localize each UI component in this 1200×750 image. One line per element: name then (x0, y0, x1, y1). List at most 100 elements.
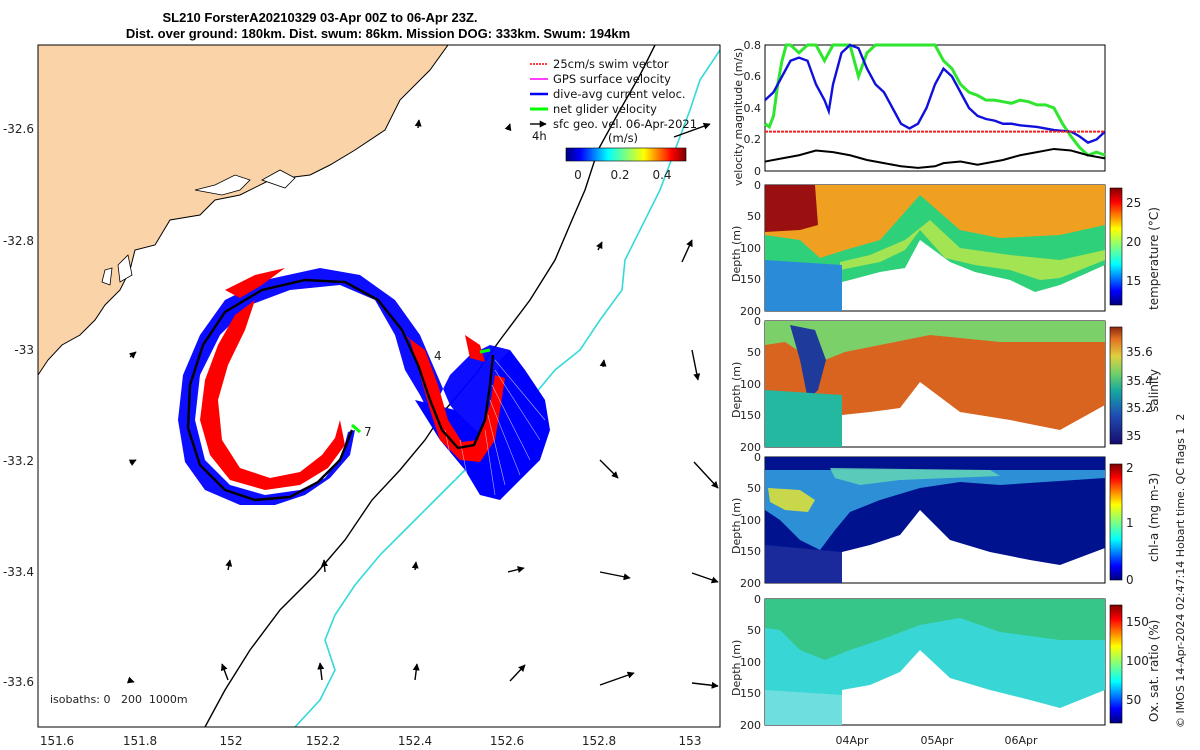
speed-colorbar-tick: 0 (574, 168, 582, 182)
temperature-panel: 25 20 15 temperature (°C) Depth (m) 0 50… (730, 179, 1161, 318)
current-fan-lines (444, 359, 546, 496)
velocity-y-tick: 0.8 (744, 39, 762, 52)
map-x-tick: 151.6 (40, 734, 74, 748)
temperature-warm (765, 185, 818, 232)
track-annotation-4: 4 (434, 349, 442, 363)
map-x-tick: 153 (679, 734, 702, 748)
imos-credit: © IMOS 14-Apr-2024 02:47:14 Hobart time.… (1174, 414, 1187, 728)
net-velocity-mark (479, 348, 491, 354)
salinity-surface (765, 321, 1105, 360)
chla-y-tick: 150 (740, 545, 761, 558)
net-velocity-mark (351, 423, 361, 434)
oxygen-y-tick: 0 (754, 593, 761, 606)
oxygen-y-tick: 200 (740, 719, 761, 732)
salinity-colorbar-tick: 35.4 (1126, 374, 1153, 388)
salinity-low (790, 325, 826, 400)
map-lake (101, 267, 113, 286)
glider-track (186, 278, 495, 502)
temperature-y-tick: 0 (754, 179, 761, 192)
chla-colorbar-tick: 0 (1126, 573, 1134, 587)
velocity-y-tick: 0 (754, 165, 761, 178)
chla-y-tick: 200 (740, 577, 761, 590)
chla-colorbar-label: chl-a (mg m-3) (1147, 473, 1161, 562)
chla-y-tick: 0 (754, 451, 761, 464)
salinity-colorbar-tick: 35 (1126, 429, 1141, 443)
temperature-colorbar-tick: 25 (1126, 196, 1141, 210)
salinity-colorbar-tick: 35.2 (1126, 401, 1153, 415)
map-lake (194, 174, 251, 196)
oxygen-colorbar-tick: 150 (1126, 615, 1149, 629)
map-legend: 25cm/s swim vector GPS surface velocity … (530, 57, 697, 182)
salinity-y-tick: 50 (747, 346, 761, 359)
speed-colorbar-tick: 0.4 (652, 168, 671, 182)
title-line-2: Dist. over ground: 180km. Dist. swum: 86… (126, 26, 630, 41)
oxygen-y-tick: 50 (747, 624, 761, 637)
time-tick: 04Apr (835, 734, 869, 747)
velocity-series-line (764, 43, 1106, 145)
legend-label: GPS surface velocity (553, 72, 671, 86)
legend-label: 25cm/s swim vector (553, 57, 669, 71)
map-lake (117, 254, 133, 283)
legend-item-net: net glider velocity (530, 102, 657, 116)
title-line-1: SL210 ForsterA20210329 03-Apr 00Z to 06-… (162, 10, 477, 25)
chla-colorbar-tick: 2 (1126, 461, 1134, 475)
oxygen-deep (765, 690, 842, 725)
chla-deep (765, 545, 842, 583)
oxygen-panel: 150 100 50 Ox. sat. ratio (%) Depth (m) … (730, 593, 1161, 747)
chla-y-tick: 50 (747, 482, 761, 495)
salinity-colorbar-tick: 35.6 (1126, 345, 1153, 359)
salinity-ylabel: Depth (m) (730, 362, 743, 418)
legend-label: net glider velocity (553, 102, 657, 116)
salinity-y-tick: 0 (754, 315, 761, 328)
temperature-y-tick: 50 (747, 210, 761, 223)
chla-surface (830, 468, 1000, 485)
velocity-y-tick: 0.6 (744, 70, 762, 83)
salinity-field (765, 321, 1105, 447)
oxygen-surface (765, 599, 1105, 660)
map-y-tick: -33.6 (3, 675, 34, 689)
map-land (38, 45, 449, 376)
map-x-tick: 152.6 (490, 734, 524, 748)
salinity-colorbar-label: salinity (1147, 369, 1161, 412)
temperature-colorbar-tick: 20 (1126, 235, 1141, 249)
velocity-y-tick: 0.4 (744, 102, 762, 115)
oxygen-y-tick: 100 (740, 656, 761, 669)
oxygen-colorbar-label: Ox. sat. ratio (%) (1147, 620, 1161, 722)
chla-colorbar-tick: 1 (1126, 516, 1134, 530)
map-y-tick: -33.2 (3, 454, 34, 468)
map-y-tick: -32.6 (3, 122, 34, 136)
temperature-y-tick: 200 (740, 305, 761, 318)
legend-item-current: dive-avg current veloc. (530, 87, 686, 101)
map-x-ticks: 151.6 151.8 152 152.2 152.4 152.6 152.8 … (40, 734, 702, 748)
chla-colorbar (1109, 463, 1123, 581)
map-x-tick: 152.4 (398, 734, 432, 748)
temperature-cool-band (840, 220, 1105, 280)
chla-panel: 2 1 0 chl-a (mg m-3) Depth (m) 0 50 100 … (730, 451, 1161, 590)
oxygen-colorbar-tick: 50 (1126, 693, 1141, 707)
salinity-colorbar (1109, 326, 1123, 445)
speed-colorbar (565, 147, 687, 162)
legend-label: sfc geo. vel. 06-Apr-2021 (553, 117, 697, 131)
temperature-ylabel: Depth (m) (730, 226, 743, 282)
temperature-y-tick: 150 (740, 273, 761, 286)
salinity-y-tick: 100 (740, 378, 761, 391)
oxygen-colorbar-tick: 100 (1126, 654, 1149, 668)
isobaths-label: isobaths: 0 200 1000m (50, 693, 188, 706)
temperature-y-tick: 100 (740, 242, 761, 255)
velocity-y-tick: 0.2 (744, 133, 762, 146)
velocity-panel: velocity magnitude (m/s) 0 0.2 0.4 0.6 0… (732, 39, 1106, 186)
oxygen-ylabel: Depth (m) (730, 640, 743, 696)
swim-vectors (200, 268, 505, 490)
chla-high (768, 488, 815, 512)
legend-item-gps: GPS surface velocity (530, 72, 671, 86)
map-y-ticks: -32.6 -32.8 -33 -33.2 -33.4 -33.6 (3, 122, 34, 689)
temperature-deep (765, 260, 842, 311)
map-x-tick: 151.8 (123, 734, 157, 748)
time-tick: 06Apr (1004, 734, 1038, 747)
current-swath (178, 268, 550, 505)
oxygen-y-tick: 150 (740, 687, 761, 700)
velocity-ylabel: velocity magnitude (m/s) (732, 48, 745, 186)
salinity-panel: 35.6 35.4 35.2 35 salinity Depth (m) 0 5… (730, 315, 1161, 454)
map-x-tick: 152.8 (582, 734, 616, 748)
